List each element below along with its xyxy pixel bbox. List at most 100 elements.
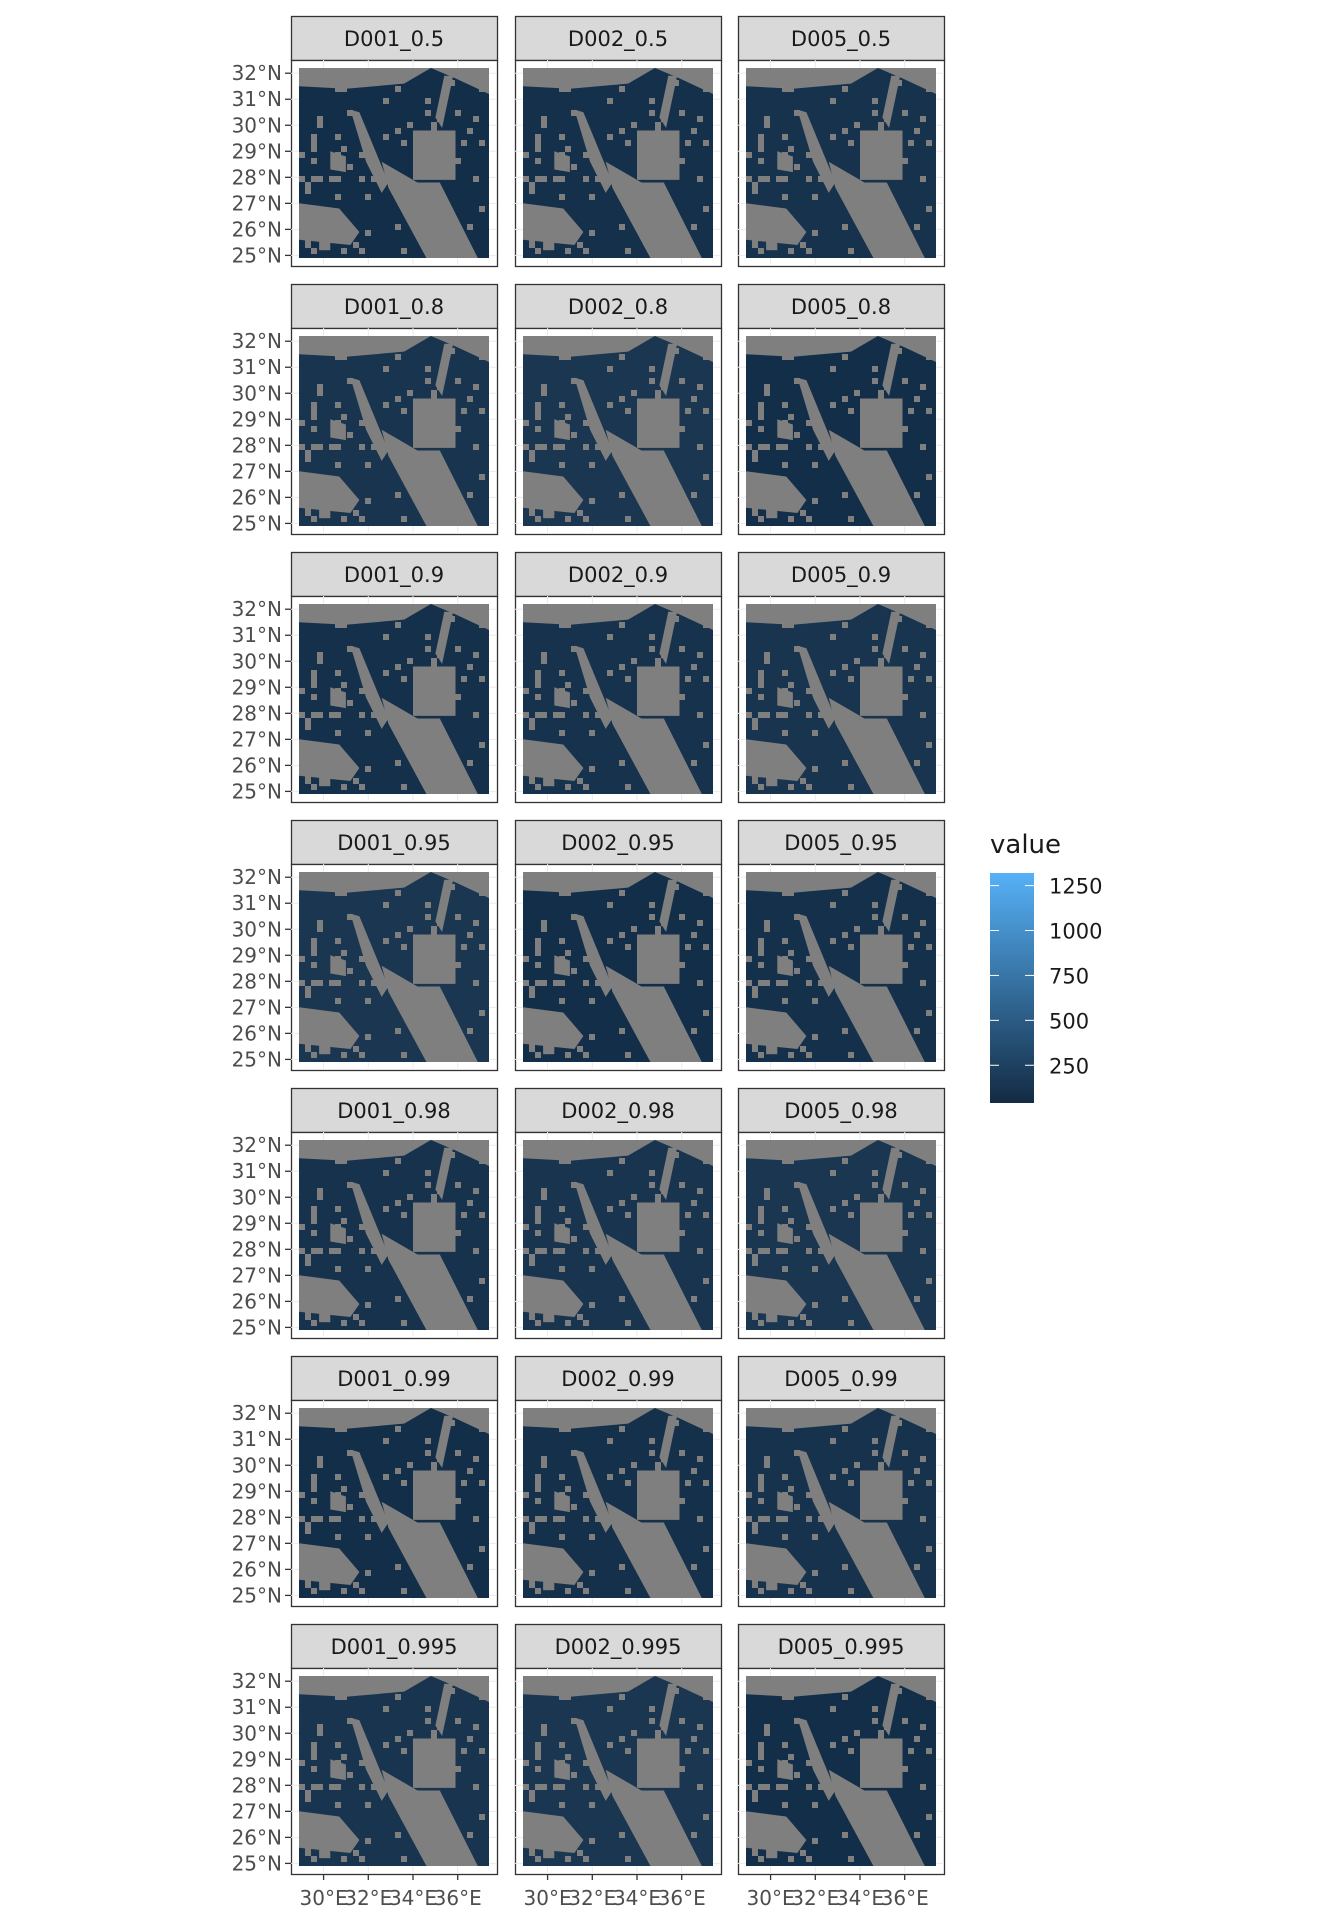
y-tick-label: 26°N	[232, 217, 282, 241]
raster-na-region	[777, 687, 793, 709]
facet-strip	[737, 819, 946, 866]
raster-na-region	[877, 1676, 936, 1702]
raster-na-cells	[746, 1676, 936, 1866]
raster-na-region	[381, 1233, 478, 1330]
raster-na-cells	[523, 336, 713, 526]
raster-na-region	[574, 1717, 613, 1801]
facet-panel: D005_0.995	[737, 1623, 946, 1876]
y-tick-label: 32°N	[232, 1401, 282, 1425]
raster-na-region	[554, 151, 570, 173]
raster-na-region	[299, 68, 431, 89]
raster-na-region	[746, 1676, 878, 1697]
facet-panel: D005_0.5	[737, 15, 946, 268]
raster-na-region	[299, 604, 431, 625]
legend-tick-label: 1000	[1049, 920, 1102, 944]
raster-na-region	[299, 1140, 431, 1161]
y-tick-label: 28°N	[232, 1237, 282, 1261]
x-tick-label: 30°E	[747, 1886, 795, 1910]
facet-panel-area	[290, 1399, 499, 1608]
raster-na-region	[350, 913, 389, 997]
raster-na-region	[877, 1408, 936, 1434]
raster-na-cells	[299, 1676, 489, 1866]
raster-na-cells	[746, 68, 936, 258]
raster-na-cells	[299, 68, 489, 258]
raster-na-region	[637, 934, 680, 984]
facet-strip-label: D002_0.9	[568, 563, 668, 588]
facet-strip	[290, 1355, 499, 1402]
raster-na-region	[746, 739, 807, 781]
raster-na-region	[828, 965, 925, 1062]
y-tick-label: 30°N	[232, 381, 282, 405]
raster-na-region	[523, 872, 655, 893]
raster-na-region	[654, 1140, 713, 1166]
raster-na-region	[574, 913, 613, 997]
legend: value 1250 1000 750 500 250	[990, 830, 1102, 1103]
facet-strip-label: D005_0.98	[784, 1099, 898, 1124]
facet-panel: D001_0.995	[290, 1623, 499, 1876]
raster-na-region	[605, 965, 702, 1062]
raster-na-region	[299, 471, 360, 513]
y-tick-label: 32°N	[232, 61, 282, 85]
y-tick-label: 25°N	[232, 1583, 282, 1607]
raster-na-cells	[299, 1408, 489, 1598]
raster-na-region	[828, 1233, 925, 1330]
raster-na-region	[777, 1759, 793, 1781]
x-tick-label: 36°E	[658, 1886, 706, 1910]
raster-na-region	[381, 697, 478, 794]
raster-na-region	[637, 130, 680, 180]
y-tick-label: 26°N	[232, 1825, 282, 1849]
facet-panel-area	[290, 595, 499, 804]
raster-na-region	[828, 429, 925, 526]
raster-na-region	[554, 1491, 570, 1513]
raster-na-region	[330, 1223, 346, 1245]
raster-na-region	[766, 1579, 778, 1591]
raster-na-speckle	[299, 1414, 485, 1594]
raster-na-region	[574, 1449, 613, 1533]
raster-na-region	[860, 1738, 903, 1788]
facet-strip-label: D005_0.995	[778, 1635, 905, 1660]
raster-na-region	[882, 75, 901, 128]
raster-na-region	[299, 1408, 431, 1429]
raster-na-speckle	[746, 878, 932, 1058]
raster-na-region	[319, 1043, 331, 1055]
raster-na-region	[797, 377, 836, 461]
raster-na-region	[330, 687, 346, 709]
raster-na-region	[381, 1769, 478, 1866]
facet-panel: D002_0.9	[514, 551, 723, 804]
raster-na-region	[413, 666, 456, 716]
raster-na-region	[797, 645, 836, 729]
raster-na-cells	[523, 68, 713, 258]
raster-na-region	[554, 1759, 570, 1781]
raster-na-region	[413, 1470, 456, 1520]
y-tick-label: 31°N	[232, 1159, 282, 1183]
facet-panel: D001_0.95	[290, 819, 499, 1072]
raster-na-region	[299, 203, 360, 245]
y-tick-label: 25°N	[232, 511, 282, 535]
facet-panel-area	[514, 1131, 723, 1340]
raster-na-region	[523, 1811, 584, 1853]
raster-na-region	[746, 1275, 807, 1317]
y-tick-label: 26°N	[232, 1557, 282, 1581]
facet-panel: D002_0.99	[514, 1355, 723, 1608]
raster-na-region	[435, 879, 454, 932]
y-axis: 32°N31°N30°N29°N28°N27°N26°N25°N	[232, 1669, 291, 1875]
raster-na-region	[523, 203, 584, 245]
y-tick-label: 31°N	[232, 623, 282, 647]
facet-panel-area	[737, 1399, 946, 1608]
raster-na-region	[828, 161, 925, 258]
raster-na-region	[659, 343, 678, 396]
raster-na-region	[797, 913, 836, 997]
facet-strip-label: D001_0.8	[344, 295, 444, 320]
facet-panel: D001_0.8	[290, 283, 499, 536]
facet-panel: D001_0.98	[290, 1087, 499, 1340]
raster-na-region	[746, 68, 878, 89]
raster-na-region	[574, 377, 613, 461]
facet-strip-label: D005_0.9	[791, 563, 891, 588]
raster-na-region	[637, 1470, 680, 1520]
x-axis: 30°E32°E34°E36°E	[300, 1874, 482, 1910]
y-tick-label: 27°N	[232, 1799, 282, 1823]
x-axes: 30°E32°E34°E36°E 30°E32°E34°E36°E 30°E32°E…	[300, 1874, 929, 1910]
raster-na-speckle	[523, 1682, 709, 1862]
facet-panel-area	[290, 59, 499, 268]
raster-na-region	[654, 1676, 713, 1702]
